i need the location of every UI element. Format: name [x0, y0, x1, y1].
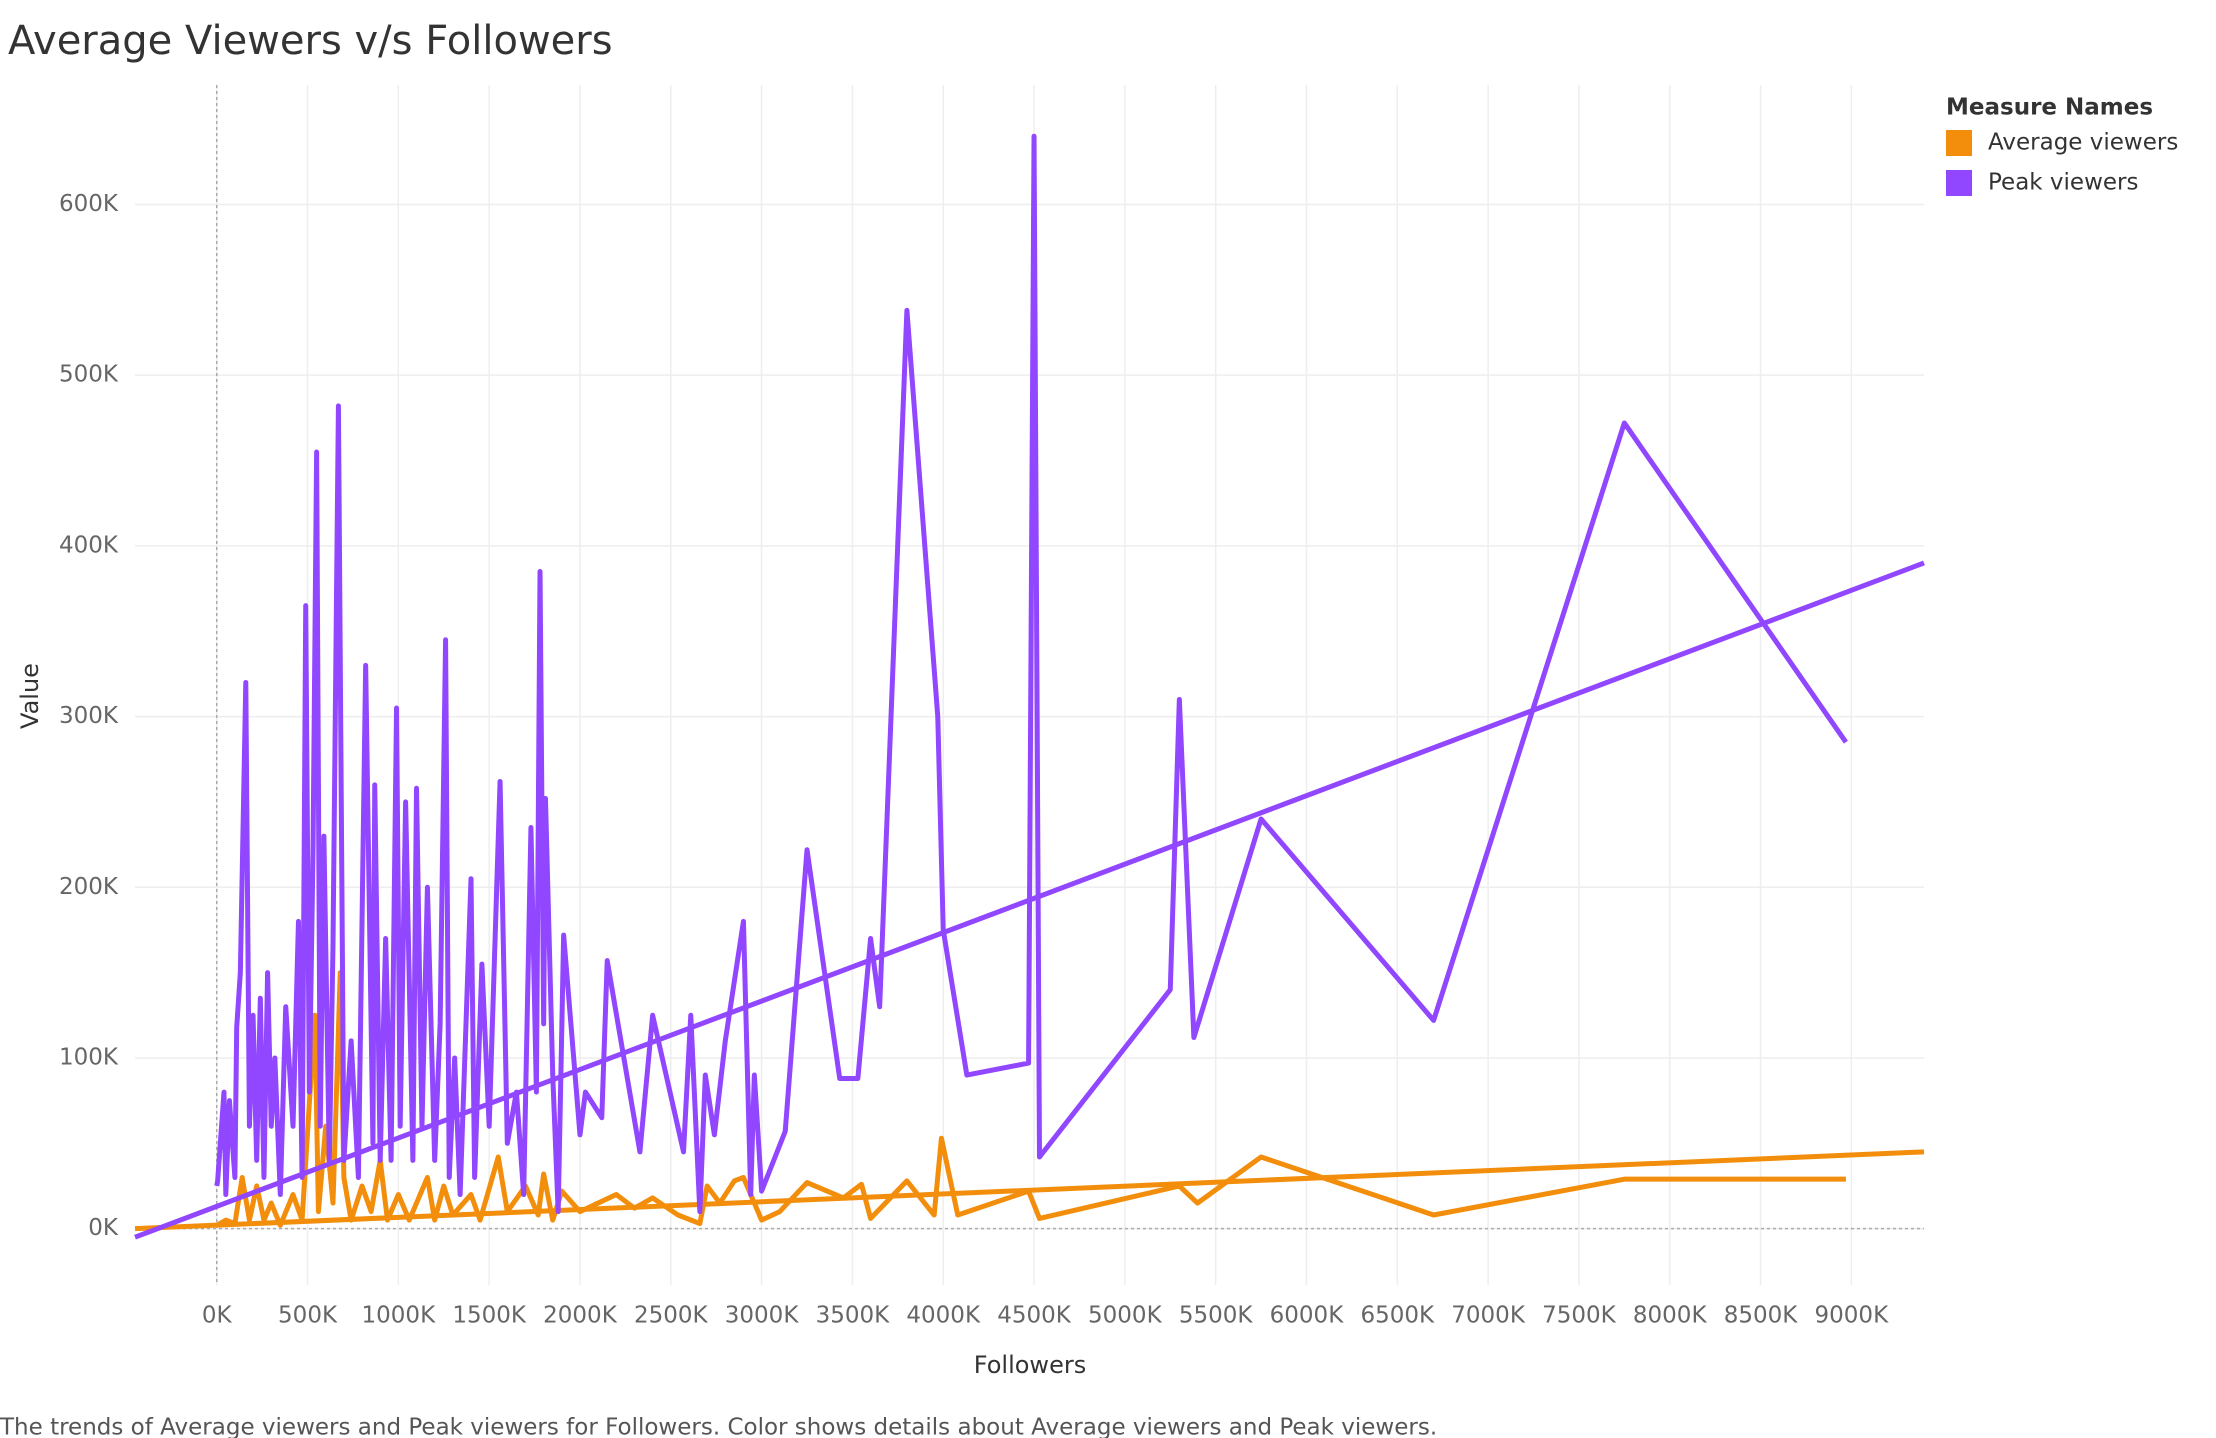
y-axis-label: Value [16, 663, 44, 729]
legend-label: Average viewers [1988, 130, 2178, 156]
legend-swatch [1946, 170, 1972, 196]
x-tick-label: 3000K [725, 1303, 800, 1329]
x-tick-label: 500K [278, 1303, 338, 1329]
x-tick-label: 4500K [997, 1303, 1072, 1329]
y-tick-label: 100K [59, 1044, 119, 1070]
y-tick-label: 300K [59, 703, 119, 729]
y-tick-label: 0K [88, 1215, 119, 1241]
x-tick-label: 8000K [1633, 1303, 1708, 1329]
y-tick-label: 600K [59, 191, 119, 217]
x-tick-label: 3500K [816, 1303, 891, 1329]
x-tick-label: 7000K [1451, 1303, 1526, 1329]
legend-swatch [1946, 130, 1972, 156]
x-tick-label: 7500K [1542, 1303, 1617, 1329]
legend-label: Peak viewers [1988, 170, 2138, 196]
x-tick-label: 6000K [1270, 1303, 1345, 1329]
legend-title: Measure Names [1946, 95, 2153, 121]
y-tick-label: 200K [59, 874, 119, 900]
x-tick-label: 1500K [452, 1303, 527, 1329]
x-tick-label: 0K [202, 1303, 233, 1329]
caption: The trends of Average viewers and Peak v… [0, 1415, 1437, 1438]
x-tick-label: 2500K [634, 1303, 709, 1329]
x-tick-label: 4000K [906, 1303, 981, 1329]
y-tick-label: 500K [59, 362, 119, 388]
series-line [214, 133, 1848, 1215]
x-tick-label: 1000K [362, 1303, 437, 1329]
x-tick-label: 9000K [1815, 1303, 1890, 1329]
x-axis-label: Followers [974, 1351, 1086, 1379]
x-tick-label: 5500K [1179, 1303, 1254, 1329]
x-tick-label: 2000K [543, 1303, 618, 1329]
y-tick-label: 400K [59, 532, 119, 558]
chart-title: Average Viewers v/s Followers [8, 18, 613, 64]
x-tick-label: 5000K [1088, 1303, 1163, 1329]
x-tick-label: 6500K [1360, 1303, 1435, 1329]
x-tick-label: 8500K [1724, 1303, 1799, 1329]
